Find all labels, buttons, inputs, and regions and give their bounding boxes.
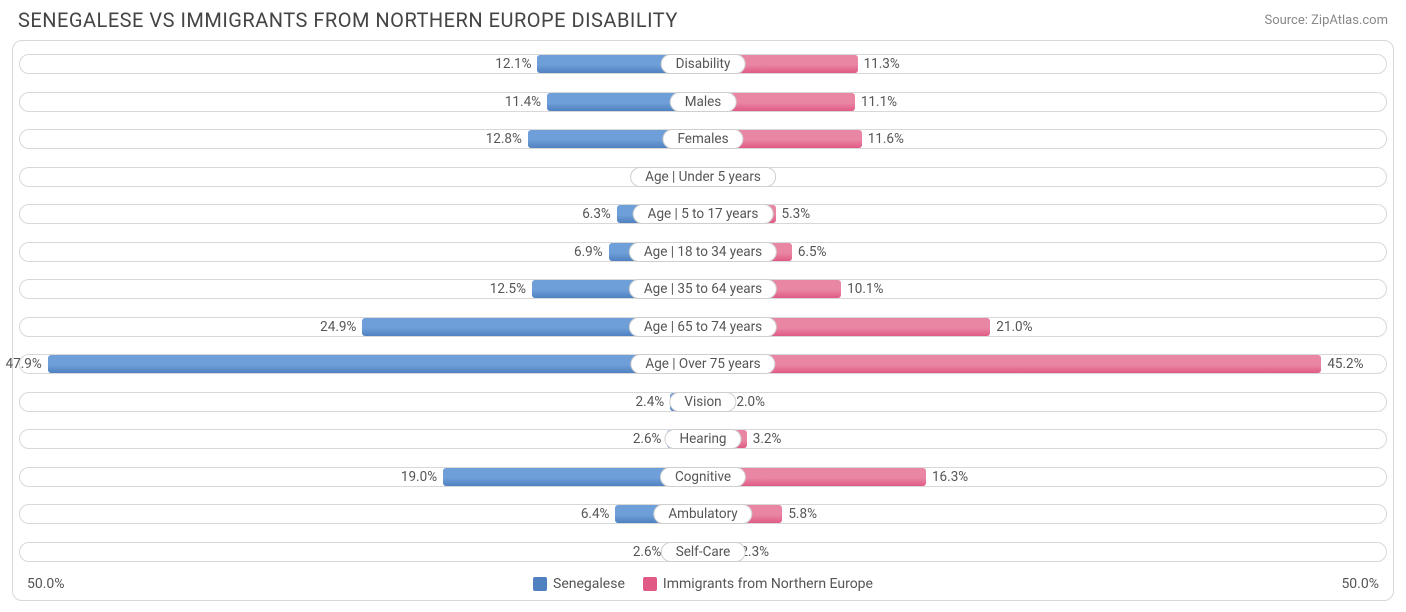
chart-row: 2.4% 2.0%Vision xyxy=(19,385,1387,419)
value-label-left: 12.1% xyxy=(495,55,531,73)
value-label-left: 2.6% xyxy=(633,543,662,561)
value-label-left: 6.4% xyxy=(581,505,610,523)
chart-row: 6.3% 5.3% Age | 5 to 17 years xyxy=(19,197,1387,231)
value-label-left: 12.8% xyxy=(486,130,522,148)
category-label: Disability xyxy=(661,54,746,74)
chart-row: 6.4% 5.8% Ambulatory xyxy=(19,497,1387,531)
value-label-right: 11.6% xyxy=(868,130,904,148)
chart-row: 11.4% 11.1% Males xyxy=(19,85,1387,119)
legend-item-left: Senegalese xyxy=(533,576,625,592)
chart-container: 12.1% 11.3% Disability 11.4% 11.1% Males 12.8%… xyxy=(12,40,1394,601)
chart-row: 12.1% 11.3% Disability xyxy=(19,47,1387,81)
value-label-right: 6.5% xyxy=(798,243,827,261)
legend-label-right: Immigrants from Northern Europe xyxy=(663,576,873,592)
value-label-right: 5.8% xyxy=(788,505,817,523)
chart-title: SENEGALESE VS IMMIGRANTS FROM NORTHERN E… xyxy=(18,8,678,32)
value-label-right: 11.1% xyxy=(861,93,897,111)
value-label-left: 6.9% xyxy=(574,243,603,261)
category-label: Age | 65 to 74 years xyxy=(629,317,777,337)
category-label: Age | 18 to 34 years xyxy=(629,242,777,262)
legend: Senegalese Immigrants from Northern Euro… xyxy=(533,576,873,592)
value-label-right: 45.2% xyxy=(1327,355,1363,373)
category-label: Vision xyxy=(669,392,736,412)
chart-row: 24.9% 21.0% Age | 65 to 74 years xyxy=(19,310,1387,344)
chart-row: 2.6%2.3%Self-Care xyxy=(19,535,1387,569)
value-label-left: 11.4% xyxy=(505,93,541,111)
chart-row: 12.5% 10.1% Age | 35 to 64 years xyxy=(19,272,1387,306)
value-label-right: 11.3% xyxy=(864,55,900,73)
chart-row: 47.9%45.2%Age | Over 75 years xyxy=(19,347,1387,381)
value-label-left: 6.3% xyxy=(582,205,611,223)
axis-max-right: 50.0% xyxy=(1341,576,1379,592)
category-label: Age | 35 to 64 years xyxy=(629,279,777,299)
chart-row: 1.2%1.3%Age | Under 5 years xyxy=(19,160,1387,194)
legend-label-left: Senegalese xyxy=(553,576,625,592)
category-label: Age | Over 75 years xyxy=(630,354,775,374)
category-label: Males xyxy=(670,92,737,112)
chart-row: 19.0% 16.3% Cognitive xyxy=(19,460,1387,494)
value-label-right: 10.1% xyxy=(847,280,883,298)
value-label-left: 47.9% xyxy=(6,355,42,373)
value-label-left: 24.9% xyxy=(320,318,356,336)
legend-item-right: Immigrants from Northern Europe xyxy=(643,576,873,592)
value-label-right: 5.3% xyxy=(782,205,811,223)
category-label: Age | Under 5 years xyxy=(630,167,776,187)
chart-row: 6.9% 6.5% Age | 18 to 34 years xyxy=(19,235,1387,269)
value-label-right: 21.0% xyxy=(996,318,1032,336)
chart-footer: 50.0% Senegalese Immigrants from Norther… xyxy=(19,572,1387,600)
bar-right xyxy=(703,355,1321,373)
category-label: Cognitive xyxy=(660,467,746,487)
chart-row: 2.6% 3.2% Hearing xyxy=(19,422,1387,456)
legend-swatch-right xyxy=(643,577,657,591)
chart-row: 12.8% 11.6% Females xyxy=(19,122,1387,156)
legend-swatch-left xyxy=(533,577,547,591)
value-label-left: 2.6% xyxy=(633,430,662,448)
value-label-left: 12.5% xyxy=(490,280,526,298)
category-label: Age | 5 to 17 years xyxy=(633,204,774,224)
category-label: Self-Care xyxy=(661,542,746,562)
axis-max-left: 50.0% xyxy=(27,576,65,592)
value-label-left: 19.0% xyxy=(401,468,437,486)
category-label: Ambulatory xyxy=(653,504,752,524)
bar-left xyxy=(48,355,703,373)
category-label: Females xyxy=(662,129,743,149)
value-label-right: 16.3% xyxy=(932,468,968,486)
source-attribution: Source: ZipAtlas.com xyxy=(1264,13,1388,28)
value-label-left: 2.4% xyxy=(636,393,665,411)
value-label-right: 3.2% xyxy=(753,430,782,448)
category-label: Hearing xyxy=(664,429,741,449)
value-label-right: 2.0% xyxy=(736,393,765,411)
